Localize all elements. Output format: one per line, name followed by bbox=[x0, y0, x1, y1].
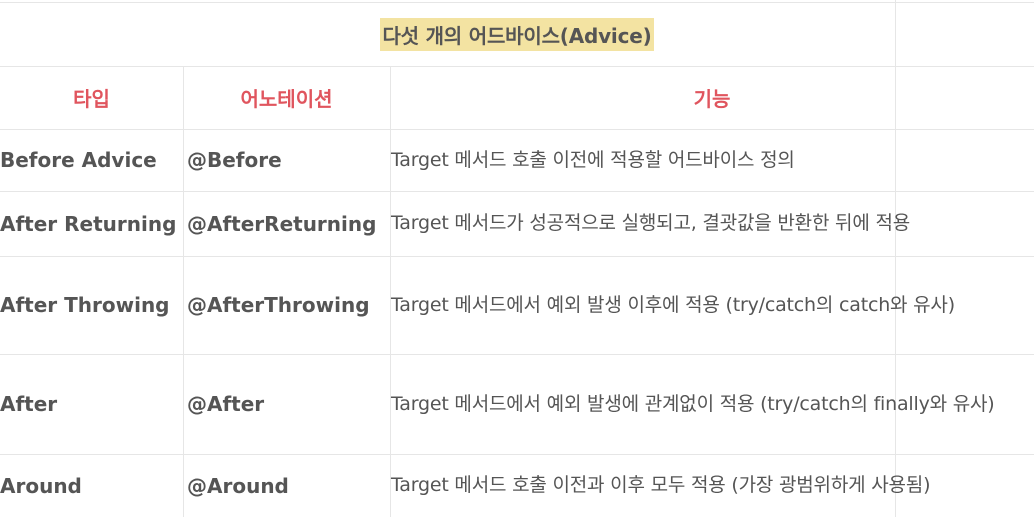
row-description: Target 메서드에서 예외 발생 이후에 적용 (try/catch의 ca… bbox=[391, 293, 955, 316]
row-type: After bbox=[0, 392, 58, 416]
row-type: After Throwing bbox=[0, 293, 170, 317]
row-description: Target 메서드에서 예외 발생에 관계없이 적용 (try/catch의 … bbox=[391, 392, 995, 415]
row-description: Target 메서드 호출 이전에 적용할 어드바이스 정의 bbox=[391, 148, 795, 171]
table-rule bbox=[0, 129, 1034, 130]
row-annotation: @Around bbox=[187, 473, 289, 498]
column-divider bbox=[390, 66, 391, 517]
row-description: Target 메서드 호출 이전과 이후 모두 적용 (가장 광범위하게 사용됨… bbox=[391, 474, 931, 496]
header-type: 타입 bbox=[73, 87, 110, 111]
row-annotation: @After bbox=[187, 392, 265, 416]
table-rule bbox=[0, 256, 1034, 257]
row-type: After Returning bbox=[0, 211, 177, 236]
row-annotation: @AfterThrowing bbox=[187, 293, 370, 317]
header-function: 기능 bbox=[693, 87, 731, 111]
column-divider bbox=[183, 66, 184, 517]
row-type: Around bbox=[0, 473, 82, 498]
row-annotation: @AfterReturning bbox=[187, 211, 377, 236]
table-title: 다섯 개의 어드바이스(Advice) bbox=[380, 17, 654, 51]
table-rule bbox=[0, 454, 1034, 455]
row-type: Before Advice bbox=[0, 148, 157, 172]
title-row: 다섯 개의 어드바이스(Advice) bbox=[0, 2, 1034, 66]
table-rule bbox=[0, 191, 1034, 192]
row-annotation: @Before bbox=[187, 148, 282, 172]
row-description: Target 메서드가 성공적으로 실행되고, 결괏값을 반환한 뒤에 적용 bbox=[391, 212, 911, 234]
column-divider bbox=[895, 0, 896, 517]
header-annotation: 어노테이션 bbox=[240, 87, 333, 111]
table-rule bbox=[0, 354, 1034, 355]
table-border-top bbox=[0, 2, 1034, 3]
table-rule bbox=[0, 66, 1034, 67]
